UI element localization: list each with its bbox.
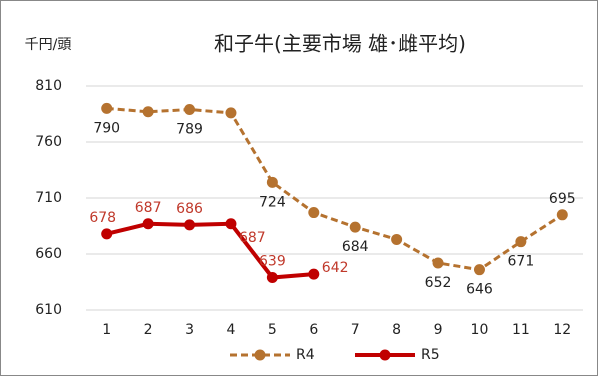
legend-marker [254, 349, 266, 361]
x-tick-label: 3 [185, 322, 194, 338]
data-label: 652 [425, 275, 452, 291]
point [266, 272, 278, 284]
series-line [106, 106, 564, 272]
data-label: 642 [322, 260, 349, 276]
data-label: 678 [89, 210, 116, 226]
point [556, 209, 568, 221]
y-tick-label: 710 [35, 190, 62, 206]
point [184, 104, 196, 116]
data-label: 671 [508, 254, 535, 270]
point [308, 268, 320, 280]
x-tick-label: 9 [434, 322, 443, 338]
y-axis-label: 千円/頭 [25, 37, 72, 53]
x-tick-label: 12 [553, 322, 571, 338]
x-tick-label: 2 [144, 322, 153, 338]
point [432, 257, 444, 269]
point [101, 228, 113, 240]
y-tick-label: 760 [35, 134, 62, 150]
point [225, 218, 237, 230]
data-label: 790 [93, 120, 120, 136]
point [225, 107, 237, 119]
point [308, 207, 320, 219]
point [391, 233, 403, 245]
data-label: 687 [239, 230, 266, 246]
point [142, 106, 154, 118]
x-tick-label: 11 [512, 322, 530, 338]
data-label: 789 [176, 122, 203, 138]
data-label: 684 [342, 239, 369, 255]
data-label: 724 [259, 194, 286, 210]
data-label: 639 [259, 254, 286, 270]
legend-label: R4 [296, 347, 315, 363]
point [266, 176, 278, 188]
data-label: 646 [466, 282, 493, 298]
legend-label: R5 [421, 347, 440, 363]
data-label: 686 [176, 201, 203, 217]
point [184, 219, 196, 231]
x-tick-label: 10 [471, 322, 489, 338]
legend-marker [379, 349, 391, 361]
x-tick-label: 6 [309, 322, 318, 338]
point [515, 236, 527, 248]
data-label: 687 [135, 200, 162, 216]
y-tick-label: 610 [35, 302, 62, 318]
point [101, 102, 113, 114]
data-label: 695 [549, 191, 576, 207]
x-tick-label: 8 [392, 322, 401, 338]
chart-title: 和子牛(主要市場 雄･雌平均) [214, 32, 466, 56]
x-tick-label: 7 [351, 322, 360, 338]
x-tick-label: 4 [226, 322, 235, 338]
point [142, 218, 154, 230]
y-tick-label: 660 [35, 246, 62, 262]
point [349, 221, 361, 233]
y-tick-label: 810 [35, 78, 62, 94]
point [473, 264, 485, 276]
x-tick-label: 1 [102, 322, 111, 338]
x-tick-label: 5 [268, 322, 277, 338]
series-line [106, 221, 314, 280]
